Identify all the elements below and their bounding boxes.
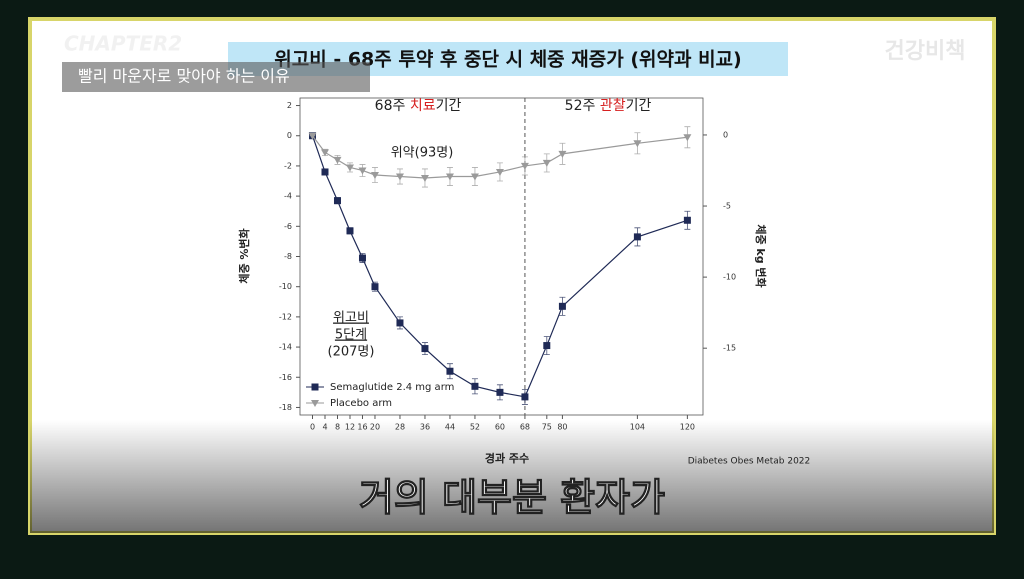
legend-label: Placebo arm bbox=[330, 398, 392, 409]
subtitle: 빨리 마운자로 맞아야 하는 이유 bbox=[78, 67, 290, 86]
x-tick-label: 12 bbox=[345, 423, 355, 432]
x-tick-label: 16 bbox=[357, 423, 367, 432]
chapter: CHAPTER2 bbox=[64, 32, 182, 56]
period-label-part: 치료 bbox=[410, 98, 436, 114]
point bbox=[308, 132, 317, 140]
point bbox=[542, 159, 551, 167]
x-tick-label: 120 bbox=[680, 423, 695, 432]
point bbox=[346, 227, 354, 235]
point bbox=[558, 150, 567, 158]
point bbox=[370, 171, 379, 179]
chart-title: 위고비 - 68주 투약 후 중단 시 체중 재증가 (위약과 비교) bbox=[274, 49, 741, 71]
y-tick-label: -12 bbox=[279, 312, 292, 321]
watermark: 건강비책 bbox=[885, 39, 966, 64]
point bbox=[420, 175, 429, 183]
point bbox=[521, 393, 529, 401]
y-tick-label: -16 bbox=[279, 373, 292, 382]
point bbox=[633, 233, 641, 241]
plot: 20-2-4-6-8-10-12-14-16-180-5-10-150 4 8 12 1… bbox=[237, 97, 811, 467]
point bbox=[421, 345, 429, 353]
x-tick-label: 80 bbox=[557, 423, 567, 432]
point bbox=[446, 367, 454, 375]
point bbox=[495, 168, 504, 176]
placebo-label: 위약(93명) bbox=[391, 146, 454, 161]
caption: 거의 대부분 환자가 bbox=[359, 476, 665, 520]
y2-tick-label: 0 bbox=[723, 130, 728, 139]
y2-tick-label: -5 bbox=[723, 202, 731, 211]
y-tick-label: -4 bbox=[284, 192, 292, 201]
x-tick-label: 60 bbox=[495, 423, 505, 432]
point bbox=[470, 173, 479, 181]
legend-marker bbox=[311, 400, 319, 407]
y-tick-label: -8 bbox=[284, 252, 292, 261]
y-tick-label: -18 bbox=[279, 403, 292, 412]
point bbox=[633, 140, 642, 148]
y-tick-label: -6 bbox=[284, 222, 292, 231]
point bbox=[371, 283, 379, 291]
caption-shade bbox=[30, 420, 994, 533]
x-tick-label: 28 bbox=[395, 423, 405, 432]
semaglutide-label: 5단계 bbox=[335, 328, 367, 343]
point bbox=[496, 388, 504, 396]
x-tick-label: 75 bbox=[542, 423, 552, 432]
x-axis-label: 경과 주수 bbox=[485, 451, 529, 465]
y-tick-label: -10 bbox=[279, 282, 292, 291]
point bbox=[321, 168, 329, 176]
x-tick-label: 0 bbox=[310, 423, 315, 432]
legend-label: Semaglutide 2.4 mg arm bbox=[330, 382, 454, 393]
source: Diabetes Obes Metab 2022 bbox=[688, 457, 811, 467]
point bbox=[396, 319, 404, 327]
series-line bbox=[312, 135, 688, 179]
point bbox=[683, 216, 691, 224]
y2-tick-label: -10 bbox=[723, 273, 736, 282]
x-tick-label: 36 bbox=[420, 423, 430, 432]
semaglutide-label: 위고비 bbox=[333, 311, 369, 326]
x-tick-label: 68 bbox=[520, 423, 530, 432]
period-label-part: 기간 bbox=[436, 98, 462, 114]
point bbox=[358, 167, 367, 175]
point bbox=[345, 164, 354, 172]
y-axis-label: 체중 %변화 bbox=[237, 228, 251, 283]
point bbox=[358, 254, 366, 262]
point bbox=[520, 162, 529, 170]
period-label-part: 68주 bbox=[375, 98, 410, 114]
point bbox=[333, 197, 341, 205]
x-tick-label: 44 bbox=[445, 423, 455, 432]
point bbox=[543, 342, 551, 350]
legend-marker bbox=[311, 383, 319, 391]
y2-tick-label: -15 bbox=[723, 344, 736, 353]
point bbox=[471, 382, 479, 390]
point bbox=[333, 156, 342, 164]
point bbox=[320, 149, 329, 157]
y-tick-label: 0 bbox=[287, 131, 292, 140]
y2-axis-label: 체중 kg 변화 bbox=[754, 224, 768, 287]
point bbox=[445, 173, 454, 181]
period-label: 52주 관찰기간 bbox=[565, 98, 652, 114]
y-tick-label: -14 bbox=[279, 343, 292, 352]
x-tick-label: 8 bbox=[335, 423, 340, 432]
period-label-part: 관찰 bbox=[600, 98, 626, 114]
x-tick-label: 104 bbox=[630, 423, 645, 432]
x-tick-label: 20 bbox=[370, 423, 380, 432]
y-tick-label: 2 bbox=[287, 101, 292, 110]
subtitle-box bbox=[62, 62, 370, 92]
series-line bbox=[311, 135, 688, 398]
y-tick-label: -2 bbox=[284, 161, 292, 170]
period-label: 68주 치료기간 bbox=[375, 98, 462, 114]
semaglutide-label: (207명) bbox=[328, 345, 375, 360]
x-tick-label: 4 bbox=[322, 423, 327, 432]
period-label-part: 52주 bbox=[565, 98, 600, 114]
point bbox=[683, 134, 692, 142]
point bbox=[395, 173, 404, 181]
period-label-part: 기간 bbox=[626, 98, 652, 114]
x-tick-label: 52 bbox=[470, 423, 480, 432]
point bbox=[558, 302, 566, 310]
